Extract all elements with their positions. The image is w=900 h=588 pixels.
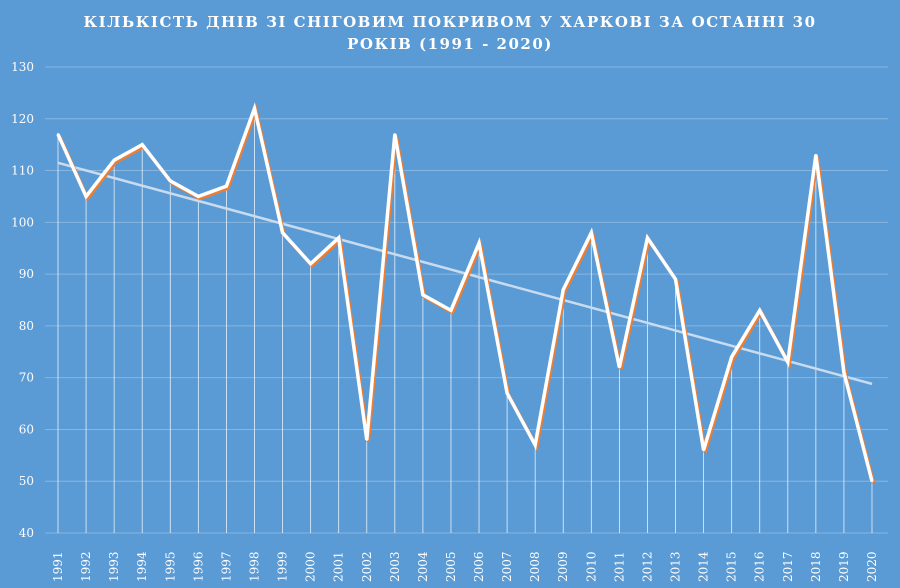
- x-tick-label: 2018: [809, 551, 823, 582]
- x-tick-label: 2004: [416, 551, 430, 582]
- y-tick-label: 110: [11, 164, 34, 178]
- series-line-shadow: [57, 104, 876, 484]
- y-tick-label: 130: [11, 60, 34, 74]
- data-point: [842, 371, 846, 374]
- x-tick-label: 2014: [697, 551, 711, 582]
- x-tick-label: 1991: [51, 551, 65, 582]
- x-tick-label: 2002: [360, 551, 374, 582]
- data-point: [84, 195, 88, 198]
- data-point: [337, 236, 340, 240]
- data-point: [758, 309, 761, 312]
- x-tick-label: 2017: [781, 551, 795, 582]
- x-tick-label: 1999: [276, 551, 290, 582]
- data-point: [393, 133, 397, 136]
- y-tick-label: 120: [11, 112, 34, 126]
- x-tick-label: 1995: [163, 551, 177, 582]
- x-tick-label: 2007: [500, 551, 514, 582]
- x-tick-label: 2009: [556, 551, 570, 582]
- chart-title-line1: КІЛЬКІСТЬ ДНІВ ЗІ СНІГОВИМ ПОКРИВОМ У ХА…: [83, 13, 816, 31]
- data-point: [618, 366, 621, 369]
- data-point: [112, 159, 116, 162]
- data-point: [814, 153, 818, 157]
- series-line: [56, 102, 874, 482]
- y-tick-label: 70: [19, 371, 34, 385]
- y-tick-label: 90: [19, 267, 34, 281]
- y-tick-label: 80: [19, 319, 34, 333]
- data-point: [533, 443, 537, 447]
- data-point: [449, 309, 453, 312]
- y-tick-label: 60: [19, 422, 34, 436]
- x-tick-label: 2006: [472, 551, 486, 582]
- data-point: [365, 438, 368, 441]
- x-tick-label: 2010: [584, 551, 598, 582]
- x-tick-label: 2015: [725, 551, 739, 582]
- x-tick-label: 2020: [865, 551, 879, 582]
- chart-title-line2: РОКІВ (1991 - 2020): [347, 35, 553, 53]
- x-tick-label: 2012: [640, 551, 654, 582]
- data-point: [477, 241, 481, 245]
- data-point: [56, 133, 60, 136]
- x-tick-label: 1998: [247, 551, 261, 582]
- data-point: [590, 231, 593, 234]
- data-point: [702, 448, 705, 452]
- data-point: [253, 107, 256, 110]
- x-tick-label: 2016: [753, 551, 767, 582]
- y-tick-label: 50: [19, 474, 34, 488]
- x-tick-label: 1994: [135, 551, 149, 582]
- x-tick-label: 1997: [219, 551, 233, 582]
- data-point: [421, 293, 425, 297]
- data-point: [309, 262, 312, 265]
- data-point: [674, 278, 677, 281]
- y-tick-label: 100: [11, 215, 34, 229]
- x-tick-label: 2019: [837, 551, 851, 582]
- data-point: [730, 355, 733, 359]
- data-point: [646, 236, 649, 240]
- data-point: [141, 143, 144, 146]
- data-point: [562, 288, 565, 291]
- x-tick-label: 1992: [79, 551, 93, 582]
- x-tick-label: 2000: [304, 551, 318, 582]
- data-point: [169, 179, 172, 183]
- x-tick-label: 2005: [444, 551, 458, 582]
- y-tick-label: 40: [19, 526, 34, 540]
- x-tick-label: 2008: [528, 551, 542, 582]
- x-tick-label: 2013: [669, 551, 683, 582]
- x-tick-label: 1996: [191, 551, 205, 582]
- x-tick-label: 2001: [332, 551, 346, 582]
- data-point: [225, 184, 228, 188]
- data-point: [870, 480, 874, 483]
- data-point: [786, 360, 789, 364]
- data-point: [197, 195, 200, 198]
- x-tick-label: 2011: [612, 551, 626, 582]
- x-tick-label: 1993: [107, 551, 121, 582]
- x-tick-label: 2003: [388, 551, 402, 582]
- data-point: [281, 231, 284, 234]
- data-point: [505, 392, 509, 395]
